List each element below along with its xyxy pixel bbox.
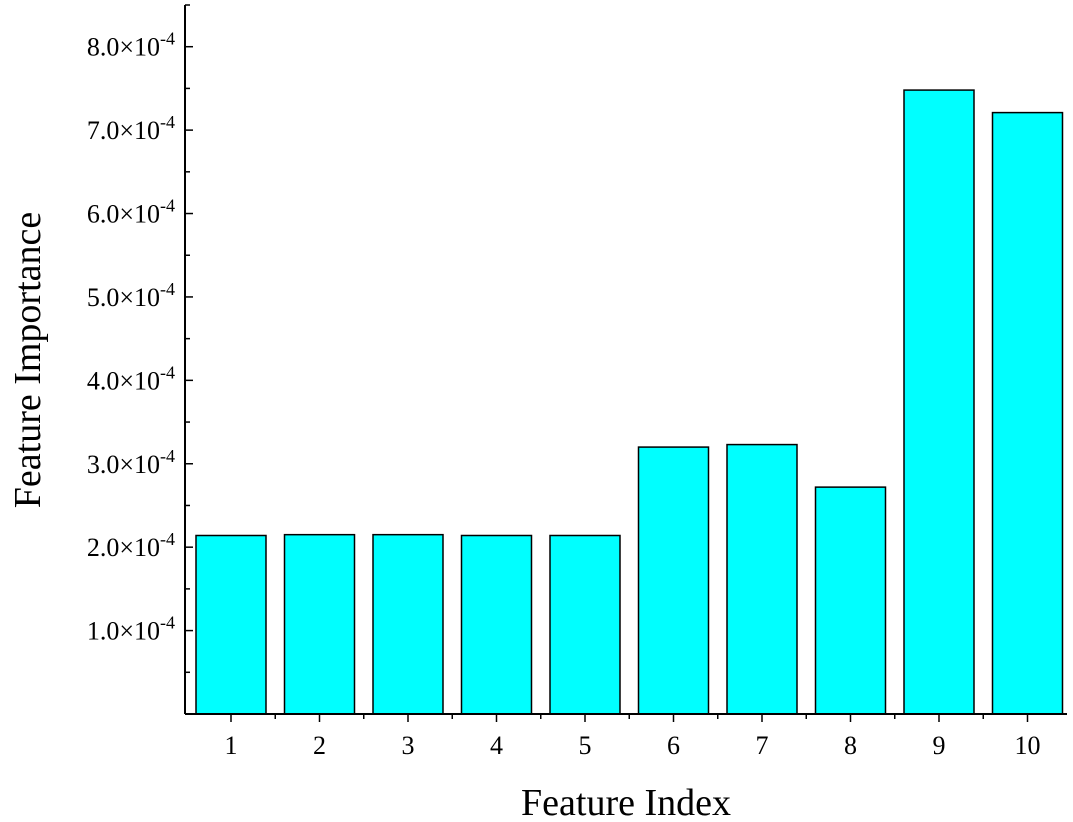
bar-2 [283, 533, 356, 715]
bar-7 [726, 443, 798, 715]
y-tick-label: 8.0×10-4 [87, 29, 175, 62]
axes-group [184, 5, 1067, 715]
x-tick-label: 8 [844, 731, 857, 760]
x-tick-label: 9 [933, 731, 946, 760]
bar-9 [903, 89, 975, 715]
x-tick-label: 5 [579, 731, 592, 760]
x-tick-label: 6 [667, 731, 680, 760]
bar-5 [549, 534, 621, 715]
y-tick-label: 6.0×10-4 [87, 196, 175, 229]
y-tick-label: 2.0×10-4 [87, 529, 175, 562]
x-tick-label: 1 [225, 731, 238, 760]
x-tick-label: 7 [756, 731, 769, 760]
bar-1 [195, 534, 267, 715]
x-tick-label: 4 [490, 731, 503, 760]
bar-4 [460, 534, 533, 715]
y-ticks-group: 1.0×10-4 2.0×10-4 3.0×10-4 4.0×10-4 5.0×10-4… [87, 4, 193, 674]
y-tick-label: 7.0×10-4 [87, 112, 175, 145]
x-tick-label: 10 [1015, 731, 1041, 760]
y-axis-title: Feature Importance [7, 212, 49, 508]
x-axis-title: Feature Index [521, 782, 731, 822]
y-tick-label: 5.0×10-4 [87, 279, 175, 312]
x-ticks-group: 1 2 3 4 5 6 7 8 9 10 [225, 714, 1041, 760]
y-tick-label: 1.0×10-4 [87, 613, 175, 646]
bar-8 [814, 486, 887, 715]
bar-6 [637, 446, 710, 715]
x-tick-label: 2 [313, 731, 326, 760]
bar-3 [372, 533, 444, 715]
y-tick-label: 3.0×10-4 [87, 446, 175, 479]
bars-group [195, 89, 1064, 715]
x-tick-label: 3 [402, 731, 415, 760]
y-tick-label: 4.0×10-4 [87, 362, 175, 395]
bar-10 [991, 111, 1064, 715]
